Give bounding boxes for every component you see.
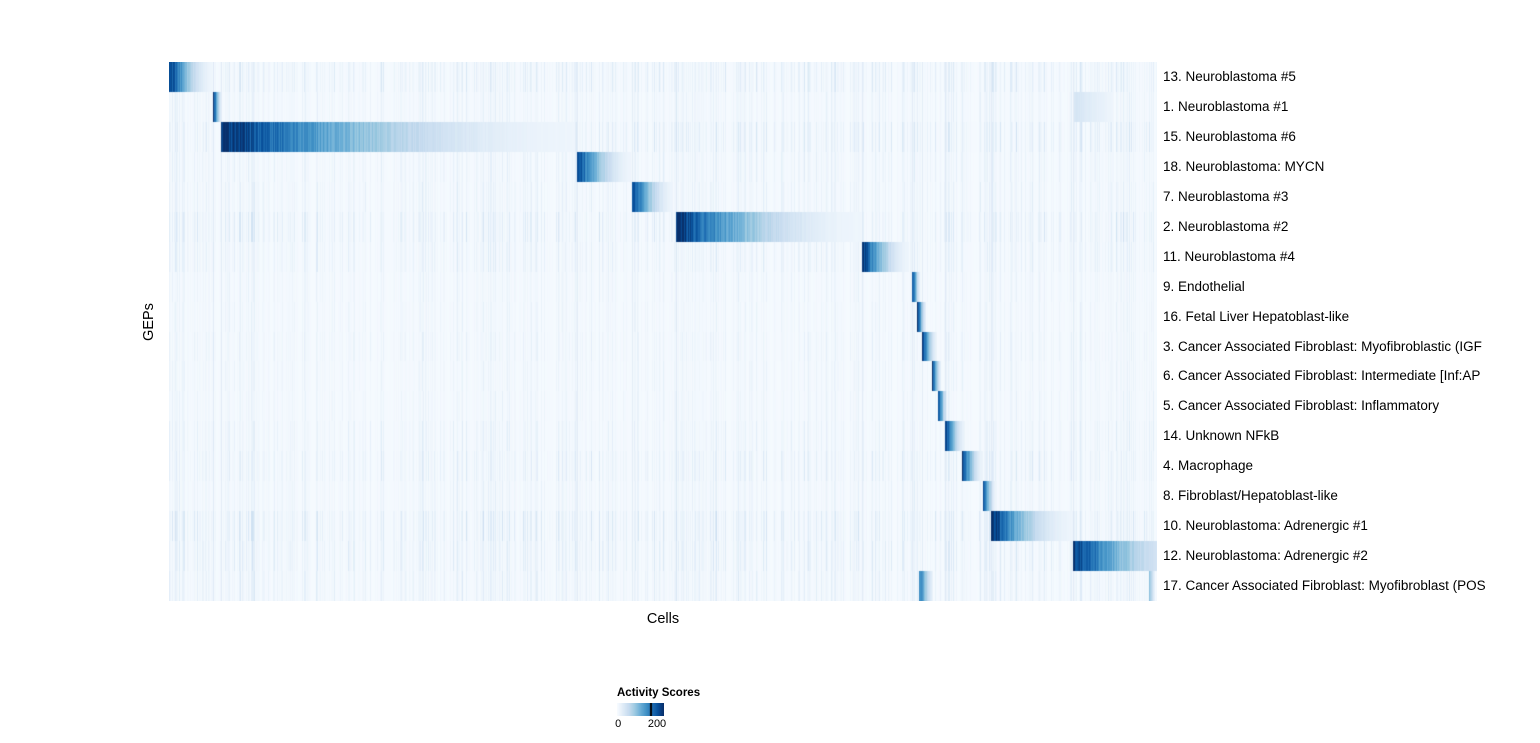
row-label: 16. Fetal Liver Hepatoblast-like	[1163, 308, 1350, 324]
row-label: 11. Neuroblastoma #4	[1163, 248, 1295, 264]
row-label: 2. Neuroblastoma #2	[1163, 218, 1289, 234]
row-label: 17. Cancer Associated Fibroblast: Myofib…	[1163, 578, 1486, 594]
row-label: 6. Cancer Associated Fibroblast: Interme…	[1163, 368, 1481, 384]
row-label: 18. Neuroblastoma: MYCN	[1163, 158, 1325, 174]
colorbar-tick-labels: 0 200	[615, 716, 700, 731]
row-label: 8. Fibroblast/Hepatoblast-like	[1163, 488, 1338, 504]
row-label: 3. Cancer Associated Fibroblast: Myofibr…	[1163, 338, 1482, 354]
row-label: 1. Neuroblastoma #1	[1163, 98, 1289, 114]
legend-max-label: 200	[647, 718, 667, 730]
colorbar-legend: Activity Scores 0 200	[615, 687, 701, 731]
row-label: 4. Macrophage	[1163, 458, 1254, 474]
row-label: 5. Cancer Associated Fibroblast: Inflamm…	[1163, 398, 1440, 414]
row-label: 13. Neuroblastoma #5	[1163, 69, 1296, 84]
colorbar-gradient	[617, 703, 664, 716]
row-label: 7. Neuroblastoma #3	[1163, 188, 1289, 204]
legend-title: Activity Scores	[617, 687, 701, 699]
row-label: 12. Neuroblastoma: Adrenergic #2	[1163, 548, 1368, 564]
row-label: 14. Unknown NFkB	[1163, 428, 1280, 444]
row-label: 9. Endothelial	[1163, 278, 1245, 294]
row-label: 15. Neuroblastoma #6	[1163, 128, 1296, 144]
colorbar-wrap: 0 200	[615, 703, 700, 731]
heatmap-canvas	[169, 62, 1157, 601]
row-label: 10. Neuroblastoma: Adrenergic #1	[1163, 518, 1368, 534]
y-axis-label: GEPs	[141, 303, 157, 341]
legend-min-label: 0	[615, 718, 622, 730]
x-axis-label: Cells	[646, 611, 680, 627]
